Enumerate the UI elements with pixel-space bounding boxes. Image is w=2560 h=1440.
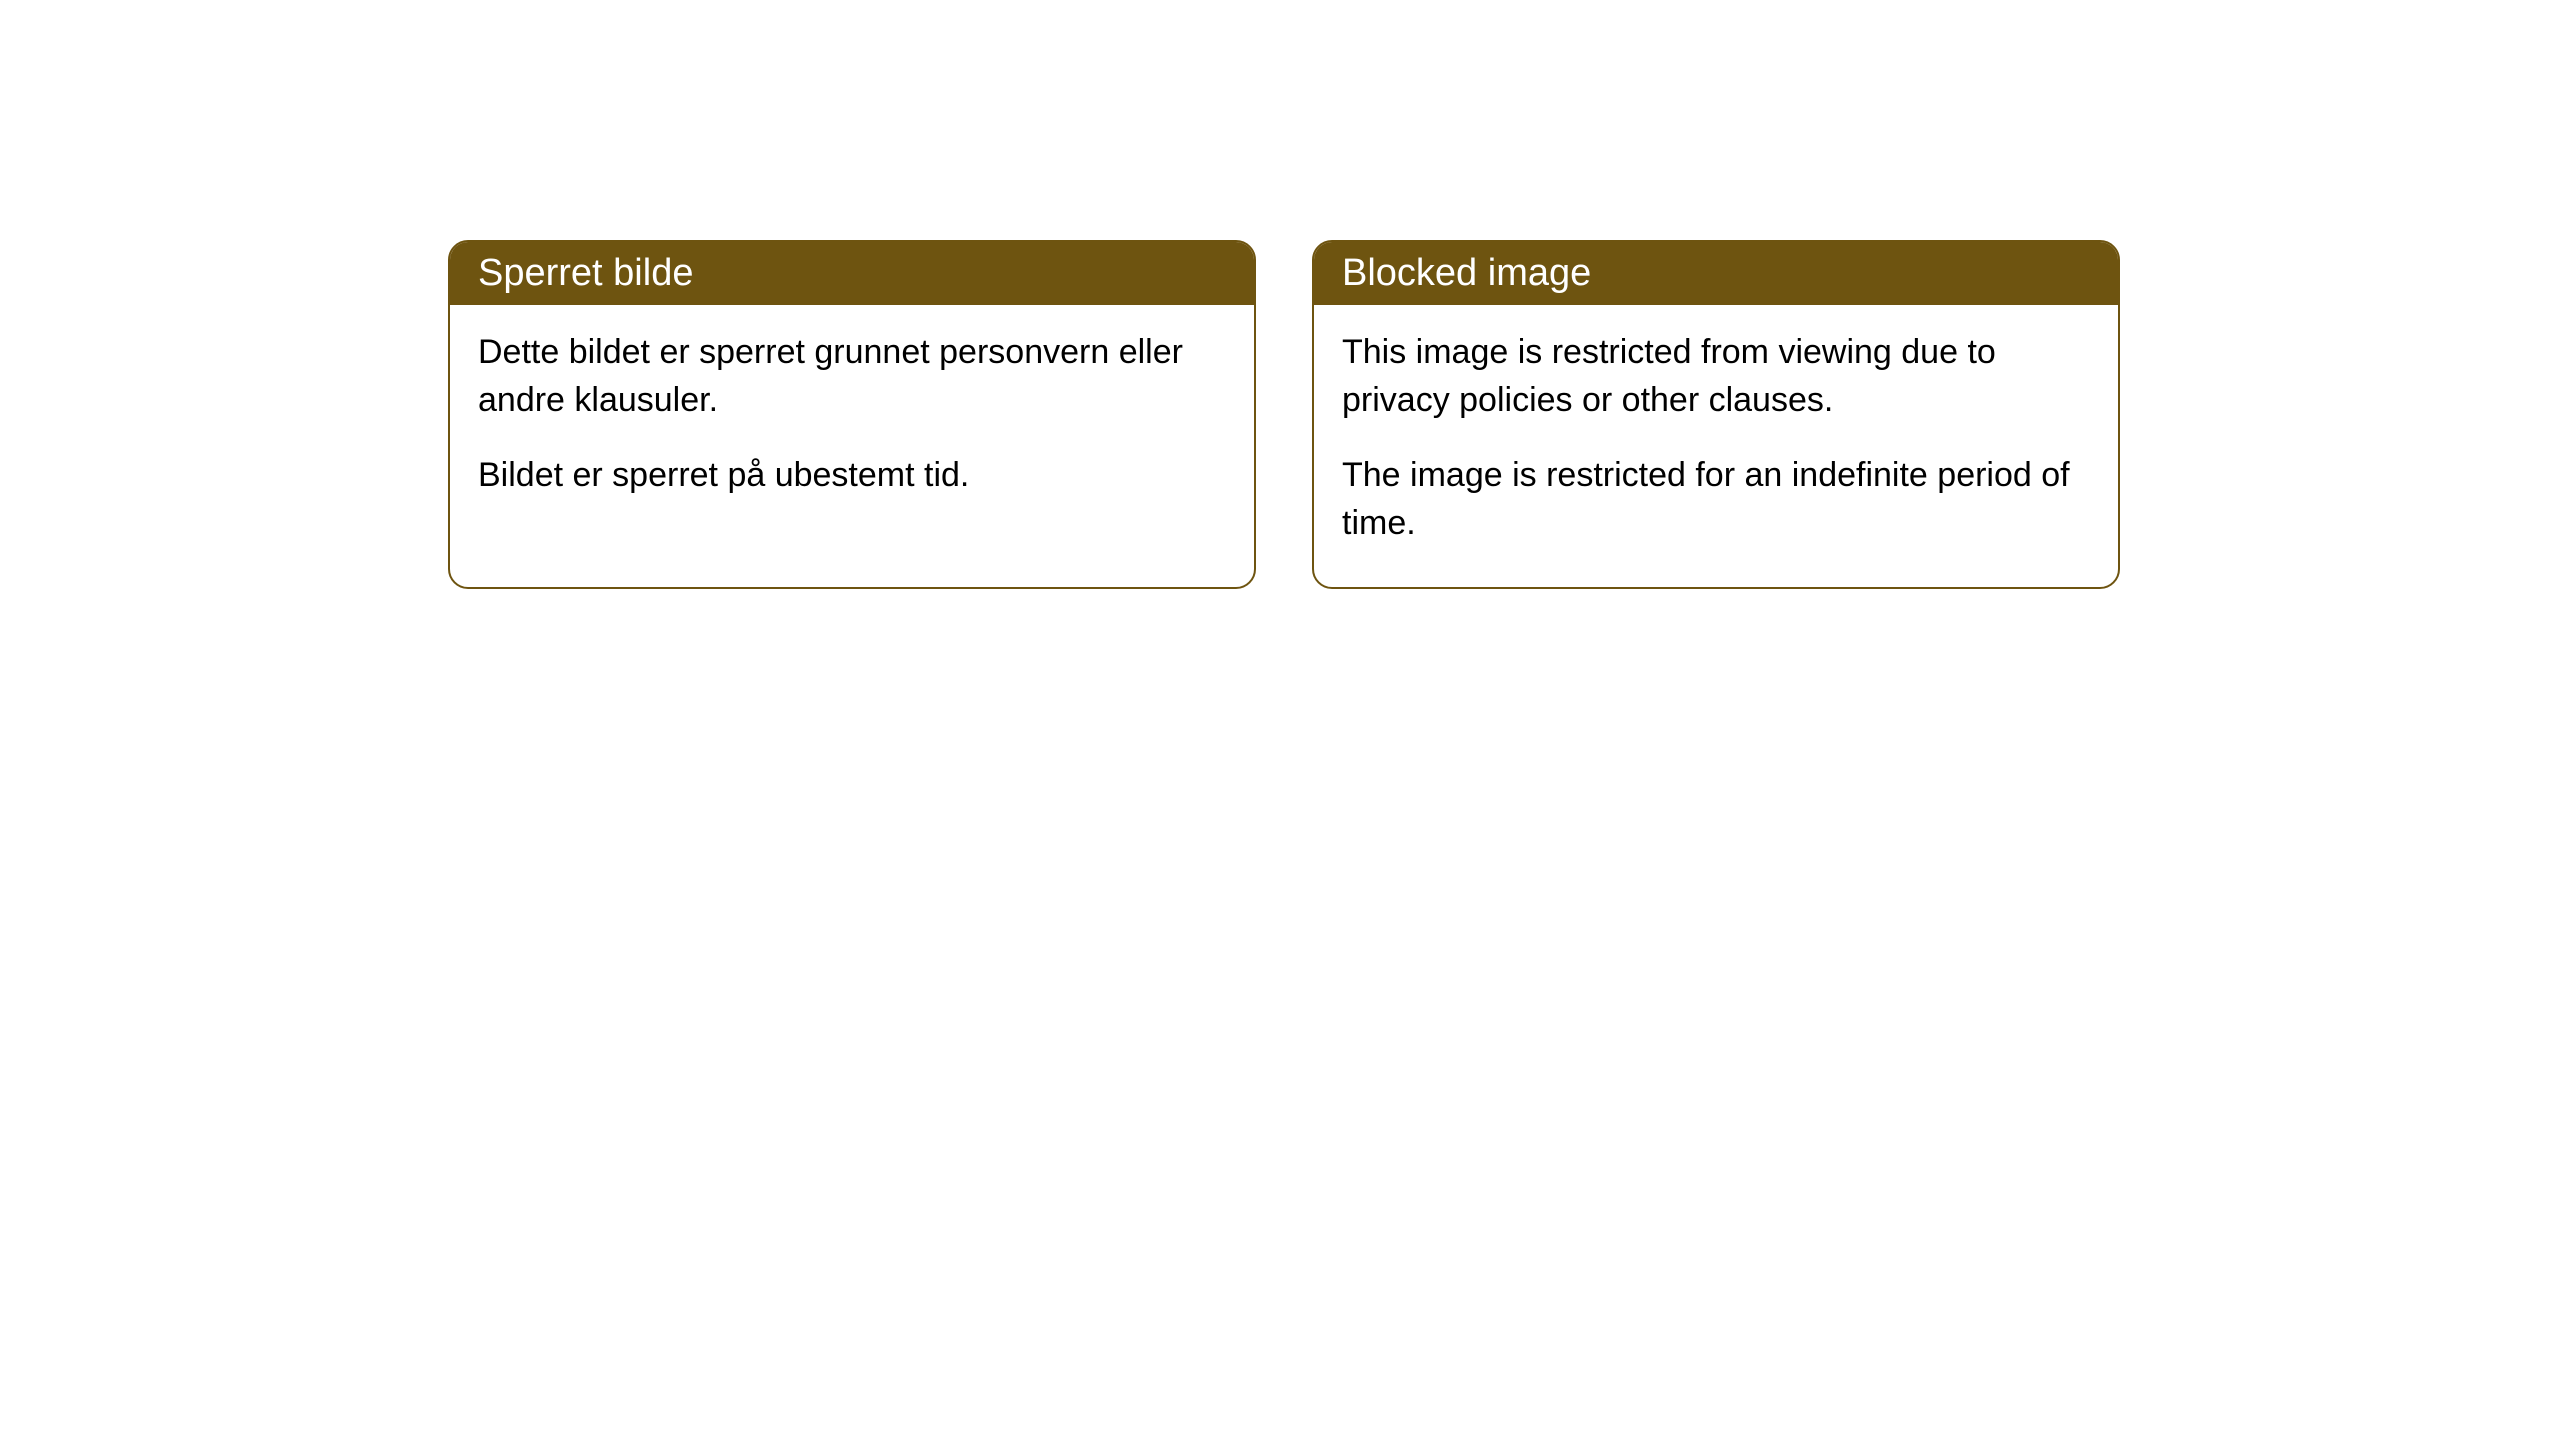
- card-paragraph: Dette bildet er sperret grunnet personve…: [478, 329, 1226, 424]
- card-title: Sperret bilde: [478, 252, 693, 294]
- card-paragraph: The image is restricted for an indefinit…: [1342, 452, 2090, 547]
- card-header-english: Blocked image: [1314, 242, 2118, 305]
- card-body-norwegian: Dette bildet er sperret grunnet personve…: [450, 305, 1254, 540]
- card-header-norwegian: Sperret bilde: [450, 242, 1254, 305]
- card-body-english: This image is restricted from viewing du…: [1314, 305, 2118, 587]
- card-paragraph: Bildet er sperret på ubestemt tid.: [478, 452, 1226, 500]
- notice-cards-container: Sperret bilde Dette bildet er sperret gr…: [448, 240, 2560, 589]
- card-title: Blocked image: [1342, 252, 1591, 294]
- blocked-image-card-norwegian: Sperret bilde Dette bildet er sperret gr…: [448, 240, 1256, 589]
- card-paragraph: This image is restricted from viewing du…: [1342, 329, 2090, 424]
- blocked-image-card-english: Blocked image This image is restricted f…: [1312, 240, 2120, 589]
